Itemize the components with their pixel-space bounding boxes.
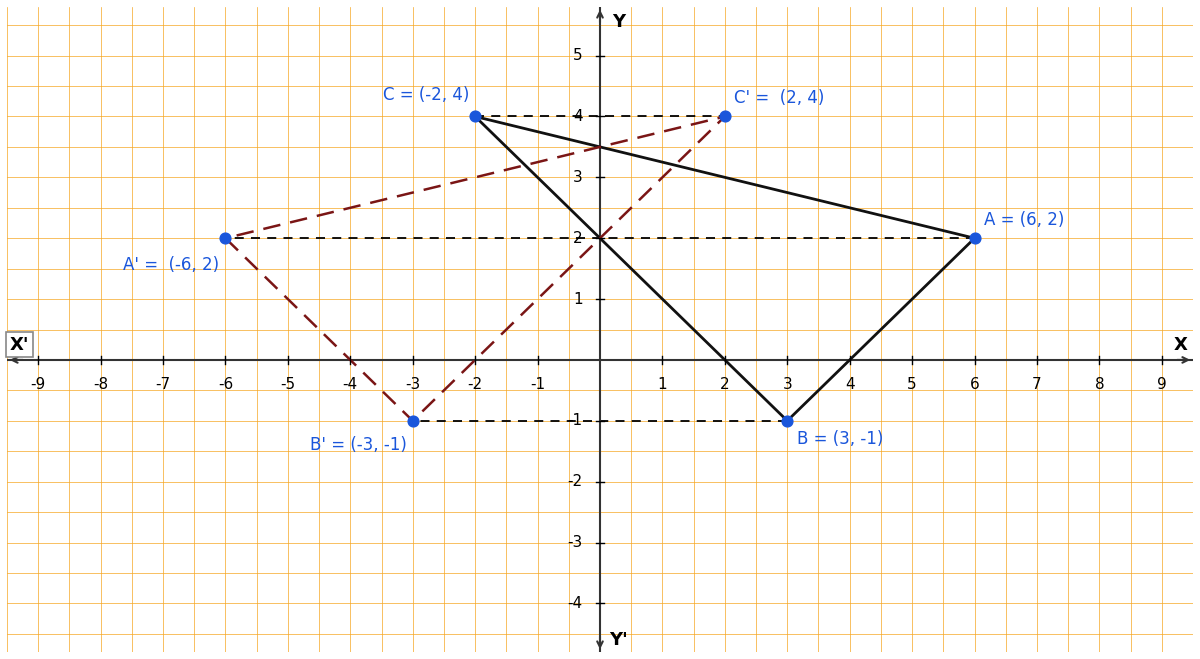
Point — [403, 416, 422, 426]
Text: 2: 2 — [572, 231, 582, 246]
Text: -6: -6 — [218, 377, 233, 392]
Text: -2: -2 — [568, 474, 582, 489]
Text: -3: -3 — [406, 377, 420, 392]
Text: -1: -1 — [568, 413, 582, 428]
Text: A = (6, 2): A = (6, 2) — [984, 211, 1064, 229]
Text: -9: -9 — [30, 377, 46, 392]
Text: 6: 6 — [970, 377, 979, 392]
Text: 3: 3 — [782, 377, 792, 392]
Point — [778, 416, 797, 426]
Text: C = (-2, 4): C = (-2, 4) — [383, 86, 469, 104]
Text: Y': Y' — [610, 631, 628, 649]
Text: X: X — [1174, 335, 1188, 354]
Text: -3: -3 — [568, 535, 582, 550]
Text: 5: 5 — [572, 48, 582, 63]
Text: B' = (-3, -1): B' = (-3, -1) — [310, 436, 407, 454]
Text: -4: -4 — [568, 596, 582, 611]
Text: 7: 7 — [1032, 377, 1042, 392]
Text: 2: 2 — [720, 377, 730, 392]
Text: 3: 3 — [572, 170, 582, 185]
Text: C' =  (2, 4): C' = (2, 4) — [734, 90, 824, 107]
Text: B = (3, -1): B = (3, -1) — [797, 430, 883, 448]
Text: 4: 4 — [845, 377, 854, 392]
Point — [466, 111, 485, 122]
Point — [715, 111, 734, 122]
Point — [216, 233, 235, 243]
Text: X': X' — [10, 335, 29, 354]
Point — [965, 233, 984, 243]
Text: A' =  (-6, 2): A' = (-6, 2) — [124, 256, 220, 274]
Text: Y: Y — [612, 13, 625, 31]
Text: 4: 4 — [572, 109, 582, 124]
Text: 8: 8 — [1094, 377, 1104, 392]
Text: -7: -7 — [156, 377, 170, 392]
Text: -8: -8 — [94, 377, 108, 392]
Text: -5: -5 — [281, 377, 295, 392]
Text: -4: -4 — [343, 377, 358, 392]
Text: -2: -2 — [468, 377, 482, 392]
Text: -1: -1 — [530, 377, 545, 392]
Text: 5: 5 — [907, 377, 917, 392]
Text: 1: 1 — [658, 377, 667, 392]
Text: 9: 9 — [1157, 377, 1166, 392]
Text: 1: 1 — [572, 291, 582, 306]
